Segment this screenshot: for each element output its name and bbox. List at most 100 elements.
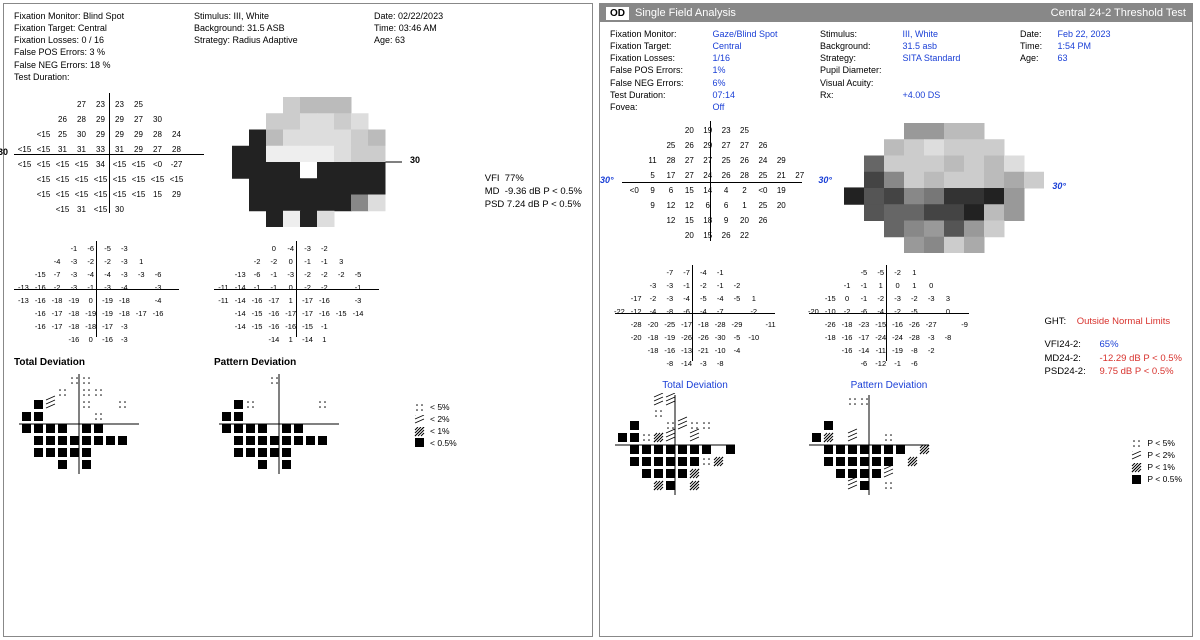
p05: < 0.5% <box>430 438 457 450</box>
time-l: Time: <box>1020 40 1055 52</box>
ght-v: Outside Normal Limits <box>1077 316 1170 327</box>
psd-l: PSD <box>485 199 505 210</box>
eye-badge: OD <box>606 7 629 20</box>
strat-value: Radius Adaptive <box>233 34 298 46</box>
md-l: MD24-2: <box>1045 352 1100 365</box>
right-panel: OD Single Field Analysis Central 24-2 Th… <box>599 3 1193 637</box>
fl-label: Fixation Losses: <box>14 34 79 46</box>
p2: P < 2% <box>1147 450 1175 462</box>
deg30-right: 30 <box>410 155 420 165</box>
title-right: Central 24-2 Threshold Test <box>1051 7 1186 19</box>
total-title-left: Total Deviation <box>14 357 184 368</box>
md-v: -12.29 dB P < 0.5% <box>1100 353 1182 364</box>
fp-value: 3 % <box>90 46 106 58</box>
vfi-l: VFI <box>485 173 500 184</box>
fl-l: Fixation Losses: <box>610 52 710 64</box>
md-v: -9.36 dB P < 0.5% <box>505 186 582 197</box>
ft-label: Fixation Target: <box>14 22 75 34</box>
fm-label: Fixation Monitor: <box>14 10 81 22</box>
bg-v: 31.5 asb <box>903 40 938 52</box>
strat-l: Strategy: <box>820 52 900 64</box>
fp-label: False POS Errors: <box>14 46 87 58</box>
bg-label: Background: <box>194 22 245 34</box>
ft-v: Central <box>713 40 742 52</box>
threshold-table-r: 2019232525262927272611282727252624295172… <box>624 123 810 245</box>
titlebar: OD Single Field Analysis Central 24-2 Th… <box>600 4 1192 22</box>
legend-left: < 5% < 2% < 1% < 0.5% <box>414 402 457 450</box>
total-dev-table: -1-6-5-3-4-3-2-2-31-15-7-3-4-4-3-3-6-13-… <box>14 241 184 347</box>
fov-v: Off <box>713 101 725 113</box>
strat-v: SITA Standard <box>903 52 961 64</box>
fov-l: Fovea: <box>610 101 710 113</box>
p05: P < 0.5% <box>1147 474 1182 486</box>
deg30-rr: 30° <box>1052 181 1066 191</box>
p5: P < 5% <box>1147 438 1175 450</box>
bg-value: 31.5 ASB <box>247 22 285 34</box>
bg-l: Background: <box>820 40 900 52</box>
p5: < 5% <box>430 402 450 414</box>
fn-l: False NEG Errors: <box>610 77 710 89</box>
age-value: 63 <box>395 34 405 46</box>
stim-value: III, White <box>234 10 270 22</box>
ft-l: Fixation Target: <box>610 40 710 52</box>
psd-l: PSD24-2: <box>1045 365 1100 378</box>
pattern-prob-left <box>214 372 384 480</box>
right-header: Fixation Monitor: Gaze/Blind Spot Fixati… <box>610 28 1182 113</box>
stim-l: Stimulus: <box>820 28 900 40</box>
total-dev-grid-left: -1-6-5-3-4-3-2-2-31-15-7-3-4-4-3-3-6-13-… <box>14 241 184 347</box>
left-stats: VFI 77% MD -9.36 dB P < 0.5% PSD 7.24 dB… <box>485 172 582 227</box>
time-value: 03:46 AM <box>399 22 437 34</box>
fn-value: 18 % <box>90 59 111 71</box>
stim-v: III, White <box>903 28 939 40</box>
threshold-table: 27232325262829292730<1525302929292824<15… <box>14 97 206 219</box>
date-label: Date: <box>374 10 396 22</box>
ght-l: GHT: <box>1045 316 1067 327</box>
deg30-r: 30° <box>818 175 832 185</box>
threshold-grid-right: 30° 201923252526292727261128272725262429… <box>610 123 810 253</box>
vfi-v: 77% <box>505 173 524 184</box>
rx-l: Rx: <box>820 89 900 101</box>
pattern-dev-grid-left: 0-4-3-2-2-20-1-13-13-6-1-3-2-2-2-5-11-14… <box>214 241 384 347</box>
fm-value: Blind Spot <box>83 10 124 22</box>
total-title-right: Total Deviation <box>610 380 780 391</box>
grayscale-plot-left: 30 <box>232 97 402 227</box>
psd-v: 7.24 dB P < 0.5% <box>507 199 581 210</box>
pattern-prob-right <box>804 393 974 501</box>
total-prob-left <box>14 372 184 480</box>
legend-right: P < 5% P < 2% P < 1% P < 0.5% <box>1131 438 1182 486</box>
left-panel: Fixation Monitor: Blind Spot Fixation Ta… <box>3 3 593 637</box>
stim-label: Stimulus: <box>194 10 231 22</box>
right-stats-block: GHT: Outside Normal Limits VFI24-2:65% M… <box>1045 315 1182 378</box>
pattern-title-right: Pattern Deviation <box>804 380 974 391</box>
fp-l: False POS Errors: <box>610 64 710 76</box>
p1: P < 1% <box>1147 462 1175 474</box>
fn-label: False NEG Errors: <box>14 59 88 71</box>
ft-value: Central <box>78 22 107 34</box>
total-prob-right <box>610 393 780 501</box>
td-v: 07:14 <box>713 89 736 101</box>
pattern-title-left: Pattern Deviation <box>214 357 384 368</box>
fm-v: Gaze/Blind Spot <box>713 28 778 40</box>
fl-v: 1/16 <box>713 52 731 64</box>
md-l: MD <box>485 186 500 197</box>
fm-l: Fixation Monitor: <box>610 28 710 40</box>
fp-v: 1% <box>713 64 726 76</box>
threshold-grid-left: 30 27232325262829292730<1525302929292824… <box>14 97 214 227</box>
total-dev-table-r: -7-7-4-1-3-3-1-2-1-2-17-2-3-4-5-4-51-22-… <box>610 265 780 371</box>
left-header: Fixation Monitor: Blind Spot Fixation Ta… <box>14 10 582 83</box>
td-label: Test Duration: <box>14 71 70 83</box>
time-v: 1:54 PM <box>1058 40 1092 52</box>
pattern-dev-table: 0-4-3-2-2-20-1-13-13-6-1-3-2-2-2-5-11-14… <box>214 241 384 347</box>
title-text: Single Field Analysis <box>635 7 736 19</box>
fl-value: 0 / 16 <box>82 34 105 46</box>
pattern-dev-table-r: -5-5-21-1-11010-150-1-2-3-2-33-20-10-2-6… <box>804 265 974 371</box>
pattern-dev-grid-right: -5-5-21-1-11010-150-1-2-3-2-33-20-10-2-6… <box>804 265 974 378</box>
vfi-l: VFI24-2: <box>1045 338 1100 351</box>
deg30-left: 30 <box>0 147 8 157</box>
date-v: Feb 22, 2023 <box>1058 28 1111 40</box>
deg30-l: 30° <box>600 175 614 185</box>
psd-v: 9.75 dB P < 0.5% <box>1100 366 1174 377</box>
date-value: 02/22/2023 <box>398 10 443 22</box>
p2: < 2% <box>430 414 450 426</box>
age-l: Age: <box>1020 52 1055 64</box>
